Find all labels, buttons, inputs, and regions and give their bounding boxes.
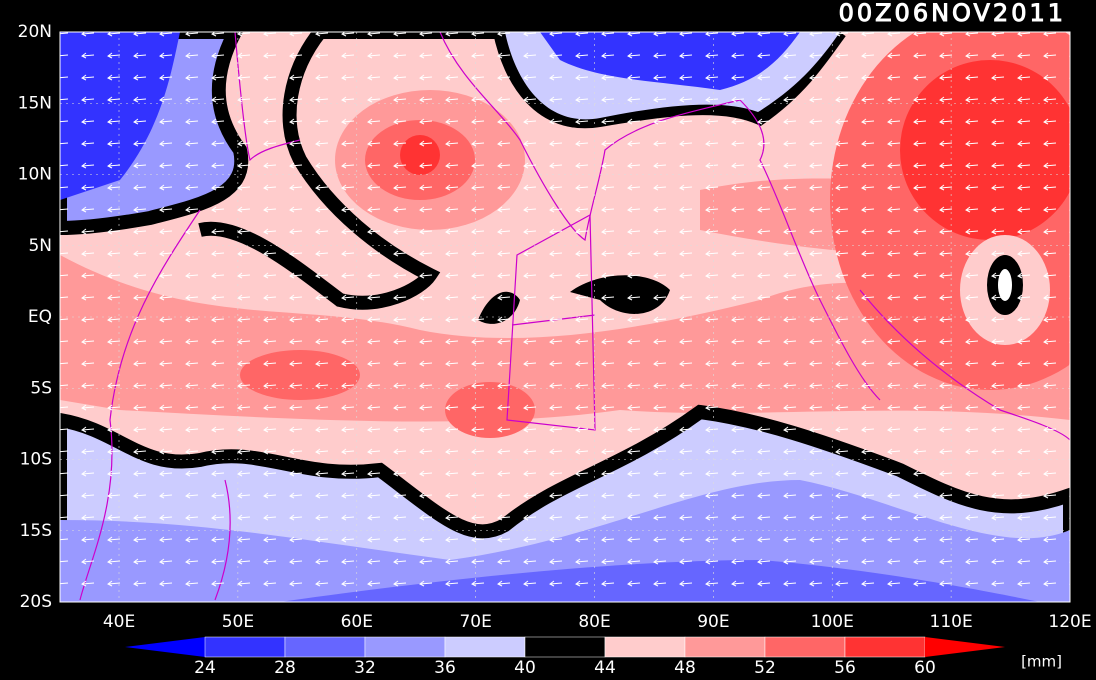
- lat-label: 20S: [20, 592, 52, 612]
- lat-label: 5S: [30, 378, 52, 398]
- colorbar-arrow: [125, 637, 205, 657]
- lon-label: 120E: [1048, 612, 1091, 632]
- colorbar-box: [444, 636, 526, 658]
- lon-label: 40E: [103, 612, 135, 632]
- colorbar-label: 52: [754, 658, 776, 678]
- colorbar-label: 24: [194, 658, 216, 678]
- lon-label: 70E: [459, 612, 491, 632]
- colorbar-label: 48: [674, 658, 696, 678]
- lon-label: 100E: [811, 612, 854, 632]
- colorbar-box: [524, 636, 606, 658]
- annotations: 20N 15N 10N 5N EQ 5S 10S 15S 20S 40E 50E 60E 70E 80E 9…: [18, 22, 1092, 678]
- grid: [60, 32, 1070, 602]
- map-field: [60, 32, 1070, 602]
- colorbar-box: [604, 636, 686, 658]
- lat-label: 15N: [18, 93, 52, 113]
- colorbar-box: [284, 636, 366, 658]
- colorbar-label: 56: [834, 658, 856, 678]
- map-title: 00Z06NOV2011: [839, 0, 1066, 27]
- colorbar-box: [684, 636, 766, 658]
- colorbar-label: 36: [434, 658, 456, 678]
- colorbar-box: [764, 636, 846, 658]
- lon-label: 110E: [930, 612, 973, 632]
- colorbar-box: [844, 636, 926, 658]
- lon-label: 80E: [578, 612, 610, 632]
- lat-label: 5N: [28, 236, 52, 256]
- lat-label: 20N: [18, 22, 52, 42]
- colorbar-box: [204, 636, 286, 658]
- lon-label: 90E: [697, 612, 729, 632]
- colorbar-label: 40: [514, 658, 536, 678]
- colorbar-label: 32: [354, 658, 376, 678]
- lon-label: 50E: [222, 612, 254, 632]
- colorbar-label: 44: [594, 658, 616, 678]
- colorbar-label: 28: [274, 658, 296, 678]
- lat-label: 10S: [20, 450, 52, 470]
- lon-label: 60E: [341, 612, 373, 632]
- lat-label: EQ: [28, 307, 52, 327]
- lat-label: 10N: [18, 165, 52, 185]
- colorbar-arrow: [925, 637, 1005, 657]
- colorbar-unit: [mm]: [1021, 653, 1062, 671]
- colorbar-label: 60: [914, 658, 936, 678]
- colorbar-box: [364, 636, 446, 658]
- map-frame: [59, 31, 1071, 603]
- lat-label: 15S: [20, 521, 52, 541]
